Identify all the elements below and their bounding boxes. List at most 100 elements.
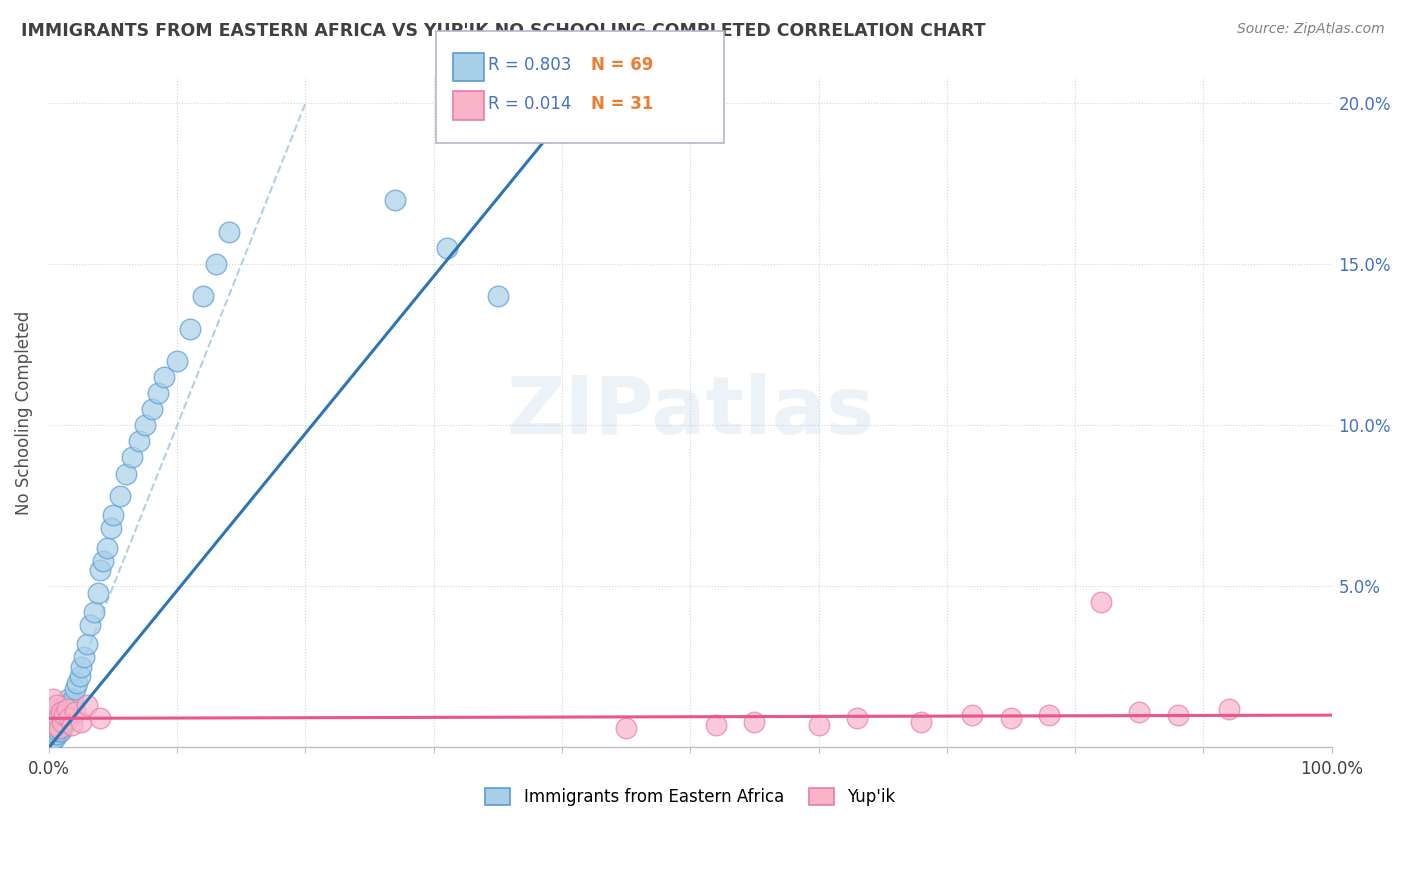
- Point: [807, 718, 830, 732]
- Point: [48, 721, 70, 735]
- Point: [39, 701, 62, 715]
- Point: [42, 721, 65, 735]
- Point: [58, 701, 80, 715]
- Point: [910, 714, 932, 729]
- Point: [1038, 708, 1060, 723]
- Point: [42, 711, 65, 725]
- Point: [42, 708, 65, 723]
- Point: [48, 711, 70, 725]
- Point: [44, 718, 66, 732]
- Point: [704, 718, 727, 732]
- Point: [76, 698, 98, 713]
- Text: IMMIGRANTS FROM EASTERN AFRICA VS YUP'IK NO SCHOOLING COMPLETED CORRELATION CHAR: IMMIGRANTS FROM EASTERN AFRICA VS YUP'IK…: [21, 22, 986, 40]
- Point: [53, 708, 76, 723]
- Point: [44, 731, 66, 745]
- Point: [96, 541, 118, 555]
- Point: [89, 563, 111, 577]
- Point: [62, 692, 84, 706]
- Point: [58, 692, 80, 706]
- Point: [42, 714, 65, 729]
- Point: [146, 386, 169, 401]
- Point: [45, 708, 67, 723]
- Point: [53, 714, 76, 729]
- Point: [39, 718, 62, 732]
- Text: N = 69: N = 69: [591, 56, 652, 74]
- Point: [56, 701, 79, 715]
- Point: [384, 193, 406, 207]
- Point: [51, 714, 73, 729]
- Point: [179, 321, 201, 335]
- Point: [101, 508, 124, 523]
- Point: [115, 467, 138, 481]
- Point: [1000, 711, 1022, 725]
- Point: [128, 434, 150, 449]
- Point: [1128, 705, 1150, 719]
- Point: [108, 489, 131, 503]
- Point: [41, 734, 63, 748]
- Point: [121, 450, 143, 465]
- Point: [42, 724, 65, 739]
- Point: [1090, 595, 1112, 609]
- Text: R = 0.014: R = 0.014: [488, 95, 571, 113]
- Point: [60, 718, 83, 732]
- Point: [91, 553, 114, 567]
- Point: [63, 705, 86, 719]
- Point: [962, 708, 984, 723]
- Point: [134, 418, 156, 433]
- Point: [76, 637, 98, 651]
- Point: [41, 714, 63, 729]
- Point: [45, 718, 67, 732]
- Point: [63, 682, 86, 697]
- Point: [89, 711, 111, 725]
- Point: [46, 711, 69, 725]
- Point: [1218, 701, 1240, 715]
- Point: [204, 257, 226, 271]
- Point: [218, 225, 240, 239]
- Text: R = 0.803: R = 0.803: [488, 56, 571, 74]
- Point: [86, 586, 108, 600]
- Point: [48, 721, 70, 735]
- Point: [42, 705, 65, 719]
- Point: [51, 711, 73, 725]
- Text: N = 31: N = 31: [591, 95, 652, 113]
- Point: [59, 698, 82, 713]
- Point: [141, 402, 163, 417]
- Point: [52, 718, 75, 732]
- Point: [42, 692, 65, 706]
- Point: [69, 669, 91, 683]
- Point: [44, 721, 66, 735]
- Point: [166, 354, 188, 368]
- Point: [49, 724, 72, 739]
- Point: [44, 714, 66, 729]
- Point: [39, 731, 62, 745]
- Point: [58, 711, 80, 725]
- Point: [45, 727, 67, 741]
- Point: [60, 695, 83, 709]
- Point: [70, 660, 93, 674]
- Point: [51, 721, 73, 735]
- Point: [55, 711, 77, 725]
- Point: [49, 714, 72, 729]
- Point: [46, 724, 69, 739]
- Point: [614, 721, 637, 735]
- Point: [1167, 708, 1189, 723]
- Point: [46, 714, 69, 729]
- Y-axis label: No Schooling Completed: No Schooling Completed: [15, 310, 32, 515]
- Point: [436, 241, 458, 255]
- Point: [66, 676, 89, 690]
- Point: [72, 650, 94, 665]
- Point: [46, 701, 69, 715]
- Point: [45, 698, 67, 713]
- Point: [486, 289, 509, 303]
- Point: [70, 714, 93, 729]
- Point: [56, 708, 79, 723]
- Point: [39, 724, 62, 739]
- Text: Source: ZipAtlas.com: Source: ZipAtlas.com: [1237, 22, 1385, 37]
- Text: ZIPatlas: ZIPatlas: [506, 374, 875, 451]
- Point: [41, 711, 63, 725]
- Legend: Immigrants from Eastern Africa, Yup'ik: Immigrants from Eastern Africa, Yup'ik: [478, 781, 903, 813]
- Point: [79, 618, 101, 632]
- Point: [42, 731, 65, 745]
- Point: [83, 605, 105, 619]
- Point: [49, 705, 72, 719]
